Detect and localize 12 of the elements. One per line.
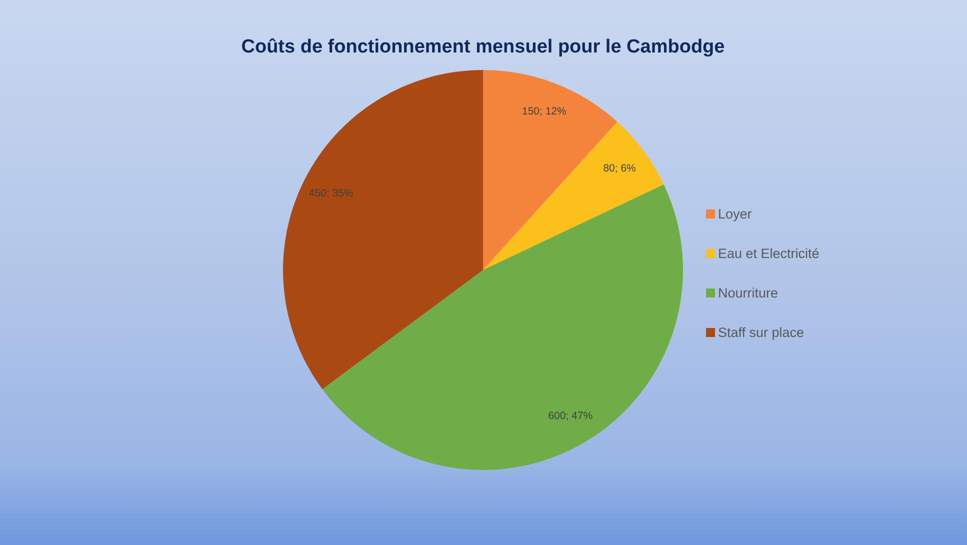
pie-slice: [483, 122, 664, 270]
legend-label: Nourriture: [718, 286, 778, 300]
data-label: 450; 35%: [308, 188, 354, 200]
pie-slice: [283, 70, 483, 390]
legend-label: Eau et Electricité: [718, 246, 820, 261]
data-label: 150; 12%: [522, 105, 566, 118]
legend-label: Staff sur place: [718, 325, 804, 340]
legend-label: Loyer: [718, 206, 752, 222]
pie-slice: [483, 70, 618, 270]
data-label: 600; 47%: [548, 410, 593, 422]
data-label: 80; 6%: [603, 162, 636, 175]
chart-title: Coûts de fonctionnement mensuel pour le Cambodge: [241, 36, 725, 58]
